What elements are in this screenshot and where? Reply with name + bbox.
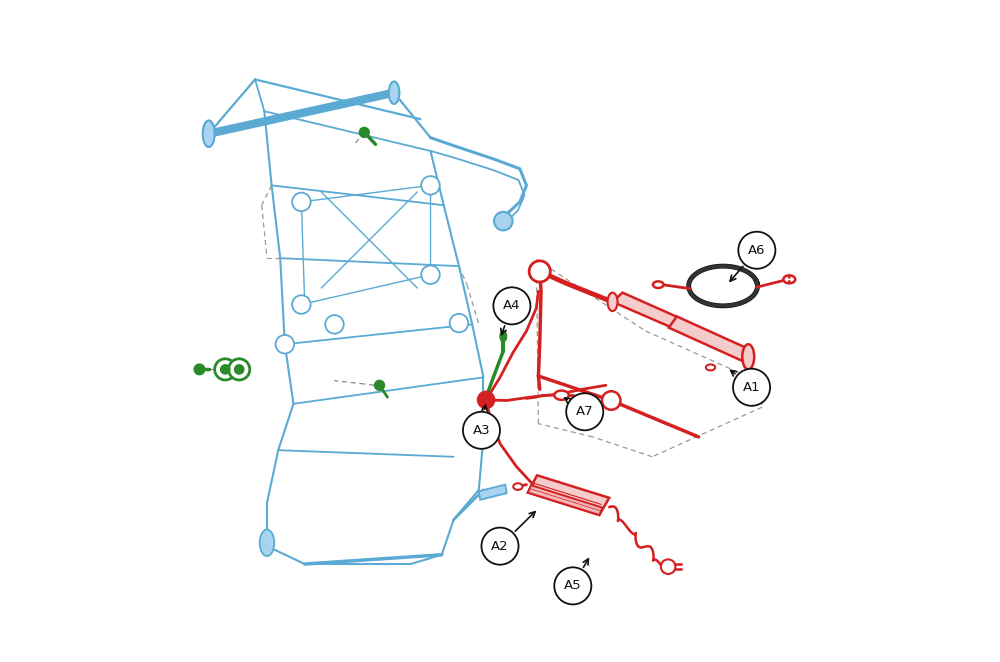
Text: A5: A5 bbox=[564, 579, 582, 592]
Circle shape bbox=[661, 559, 675, 574]
Ellipse shape bbox=[203, 120, 215, 147]
Circle shape bbox=[421, 265, 440, 284]
Circle shape bbox=[463, 412, 500, 449]
Circle shape bbox=[325, 315, 344, 334]
Polygon shape bbox=[479, 485, 507, 500]
Circle shape bbox=[477, 391, 495, 408]
Circle shape bbox=[566, 393, 603, 430]
Ellipse shape bbox=[513, 483, 523, 490]
Circle shape bbox=[529, 261, 550, 282]
Circle shape bbox=[215, 359, 236, 380]
Ellipse shape bbox=[389, 81, 399, 104]
Circle shape bbox=[554, 567, 591, 604]
Circle shape bbox=[229, 359, 250, 380]
Ellipse shape bbox=[554, 391, 569, 400]
Polygon shape bbox=[528, 485, 603, 515]
Circle shape bbox=[292, 193, 311, 211]
Circle shape bbox=[493, 287, 530, 324]
Circle shape bbox=[602, 391, 620, 410]
Text: A4: A4 bbox=[503, 299, 521, 312]
Circle shape bbox=[788, 276, 791, 279]
Ellipse shape bbox=[203, 120, 215, 147]
Ellipse shape bbox=[783, 275, 795, 283]
Text: A7: A7 bbox=[576, 405, 594, 418]
Ellipse shape bbox=[742, 344, 754, 369]
Circle shape bbox=[360, 128, 369, 137]
Circle shape bbox=[276, 335, 294, 354]
Text: A6: A6 bbox=[748, 244, 766, 257]
Polygon shape bbox=[669, 316, 753, 362]
Circle shape bbox=[788, 280, 791, 283]
Circle shape bbox=[221, 365, 230, 374]
Circle shape bbox=[738, 232, 775, 269]
Text: A3: A3 bbox=[473, 424, 490, 437]
Circle shape bbox=[450, 314, 468, 332]
Ellipse shape bbox=[500, 331, 507, 342]
Circle shape bbox=[733, 369, 770, 406]
Polygon shape bbox=[613, 293, 682, 328]
Text: A2: A2 bbox=[491, 540, 509, 553]
Text: A1: A1 bbox=[743, 381, 760, 394]
Circle shape bbox=[481, 528, 519, 565]
Circle shape bbox=[494, 212, 513, 230]
Polygon shape bbox=[528, 475, 609, 515]
Circle shape bbox=[194, 364, 205, 375]
Circle shape bbox=[292, 295, 311, 314]
Circle shape bbox=[235, 365, 244, 374]
Ellipse shape bbox=[608, 293, 618, 311]
Ellipse shape bbox=[260, 530, 274, 556]
Ellipse shape bbox=[653, 281, 664, 288]
Circle shape bbox=[421, 176, 440, 195]
Ellipse shape bbox=[706, 364, 715, 371]
Circle shape bbox=[375, 381, 384, 390]
